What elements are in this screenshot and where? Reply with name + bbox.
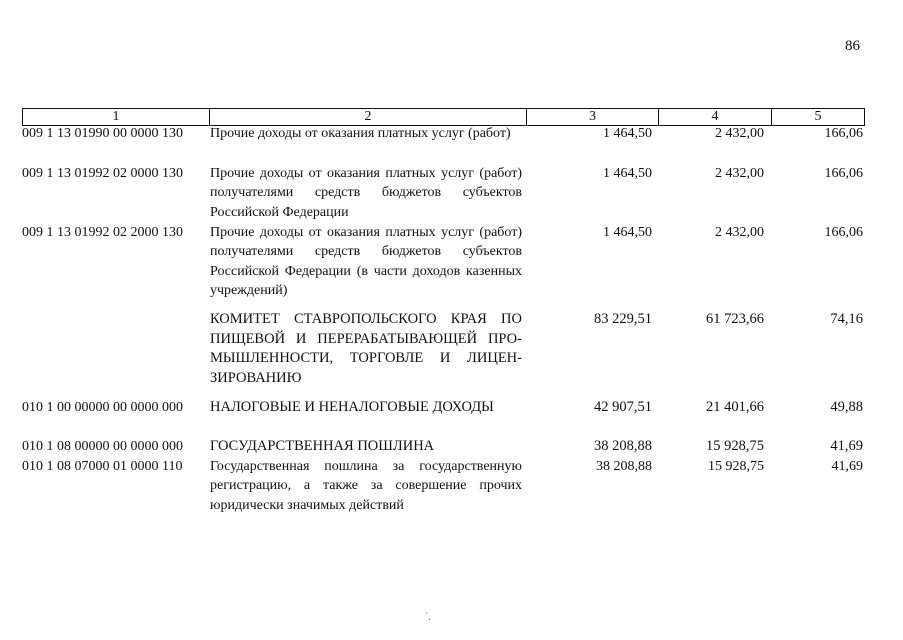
row-col3: 1 464,50 bbox=[603, 166, 652, 181]
header-col-5: 5 bbox=[814, 109, 822, 124]
row-description: Прочие доходы от оказания платных услуг … bbox=[210, 126, 511, 141]
row-col4: 2 432,00 bbox=[715, 166, 764, 181]
header-col-3: 3 bbox=[527, 109, 659, 125]
scan-speck: `. bbox=[425, 612, 431, 623]
row-col3: 42 907,51 bbox=[594, 399, 652, 415]
row-description: Прочие доходы от оказания платных услуг … bbox=[210, 166, 522, 220]
table-header: 1 2 3 4 5 bbox=[22, 108, 865, 126]
row-col4: 2 432,00 bbox=[715, 126, 764, 141]
row-col5: 166,06 bbox=[824, 225, 864, 240]
row-col3: 83 229,51 bbox=[594, 311, 652, 327]
row-col3: 38 208,88 bbox=[594, 438, 652, 454]
row-col5: 166,06 bbox=[824, 166, 864, 181]
row-col5: 41,69 bbox=[831, 459, 864, 474]
row-description: НАЛОГОВЫЕ И НЕНАЛОГОВЫЕ ДОХОДЫ bbox=[210, 399, 494, 415]
row-col3: 1 464,50 bbox=[603, 126, 652, 141]
row-col4: 61 723,66 bbox=[706, 311, 764, 327]
row-code: 010 1 08 00000 00 0000 000 bbox=[22, 439, 183, 454]
row-col4: 2 432,00 bbox=[715, 225, 764, 240]
row-description: ГОСУДАРСТВЕННАЯ ПОШЛИНА bbox=[210, 438, 435, 454]
row-code: 009 1 13 01992 02 0000 130 bbox=[22, 166, 183, 181]
row-col3: 1 464,50 bbox=[603, 225, 652, 240]
header-col-2: 2 bbox=[210, 109, 527, 125]
header-col-4: 4 bbox=[659, 109, 772, 125]
row-description: Прочие доходы от оказания платных услуг … bbox=[210, 225, 522, 298]
row-col5: 41,69 bbox=[830, 438, 863, 454]
row-code: 010 1 08 07000 01 0000 110 bbox=[22, 459, 183, 474]
row-code: 009 1 13 01992 02 2000 130 bbox=[22, 225, 183, 240]
row-col4: 21 401,66 bbox=[706, 399, 764, 415]
header-col-1: 1 bbox=[23, 109, 210, 125]
row-col5: 166,06 bbox=[824, 126, 864, 141]
page-number: 86 bbox=[845, 38, 860, 54]
row-col5: 74,16 bbox=[830, 311, 863, 327]
row-col4: 15 928,75 bbox=[708, 459, 764, 474]
row-col3: 38 208,88 bbox=[596, 459, 652, 474]
row-code: 009 1 13 01990 00 0000 130 bbox=[22, 126, 183, 141]
section-title: КОМИТЕТ СТАВРОПОЛЬСКОГО КРАЯ ПО ПИЩЕВОЙ … bbox=[210, 311, 522, 386]
row-description: Государственная пошлина за государственн… bbox=[210, 459, 522, 513]
row-col5: 49,88 bbox=[830, 399, 863, 415]
row-code: 010 1 00 00000 00 0000 000 bbox=[22, 400, 183, 415]
row-col4: 15 928,75 bbox=[706, 438, 764, 454]
